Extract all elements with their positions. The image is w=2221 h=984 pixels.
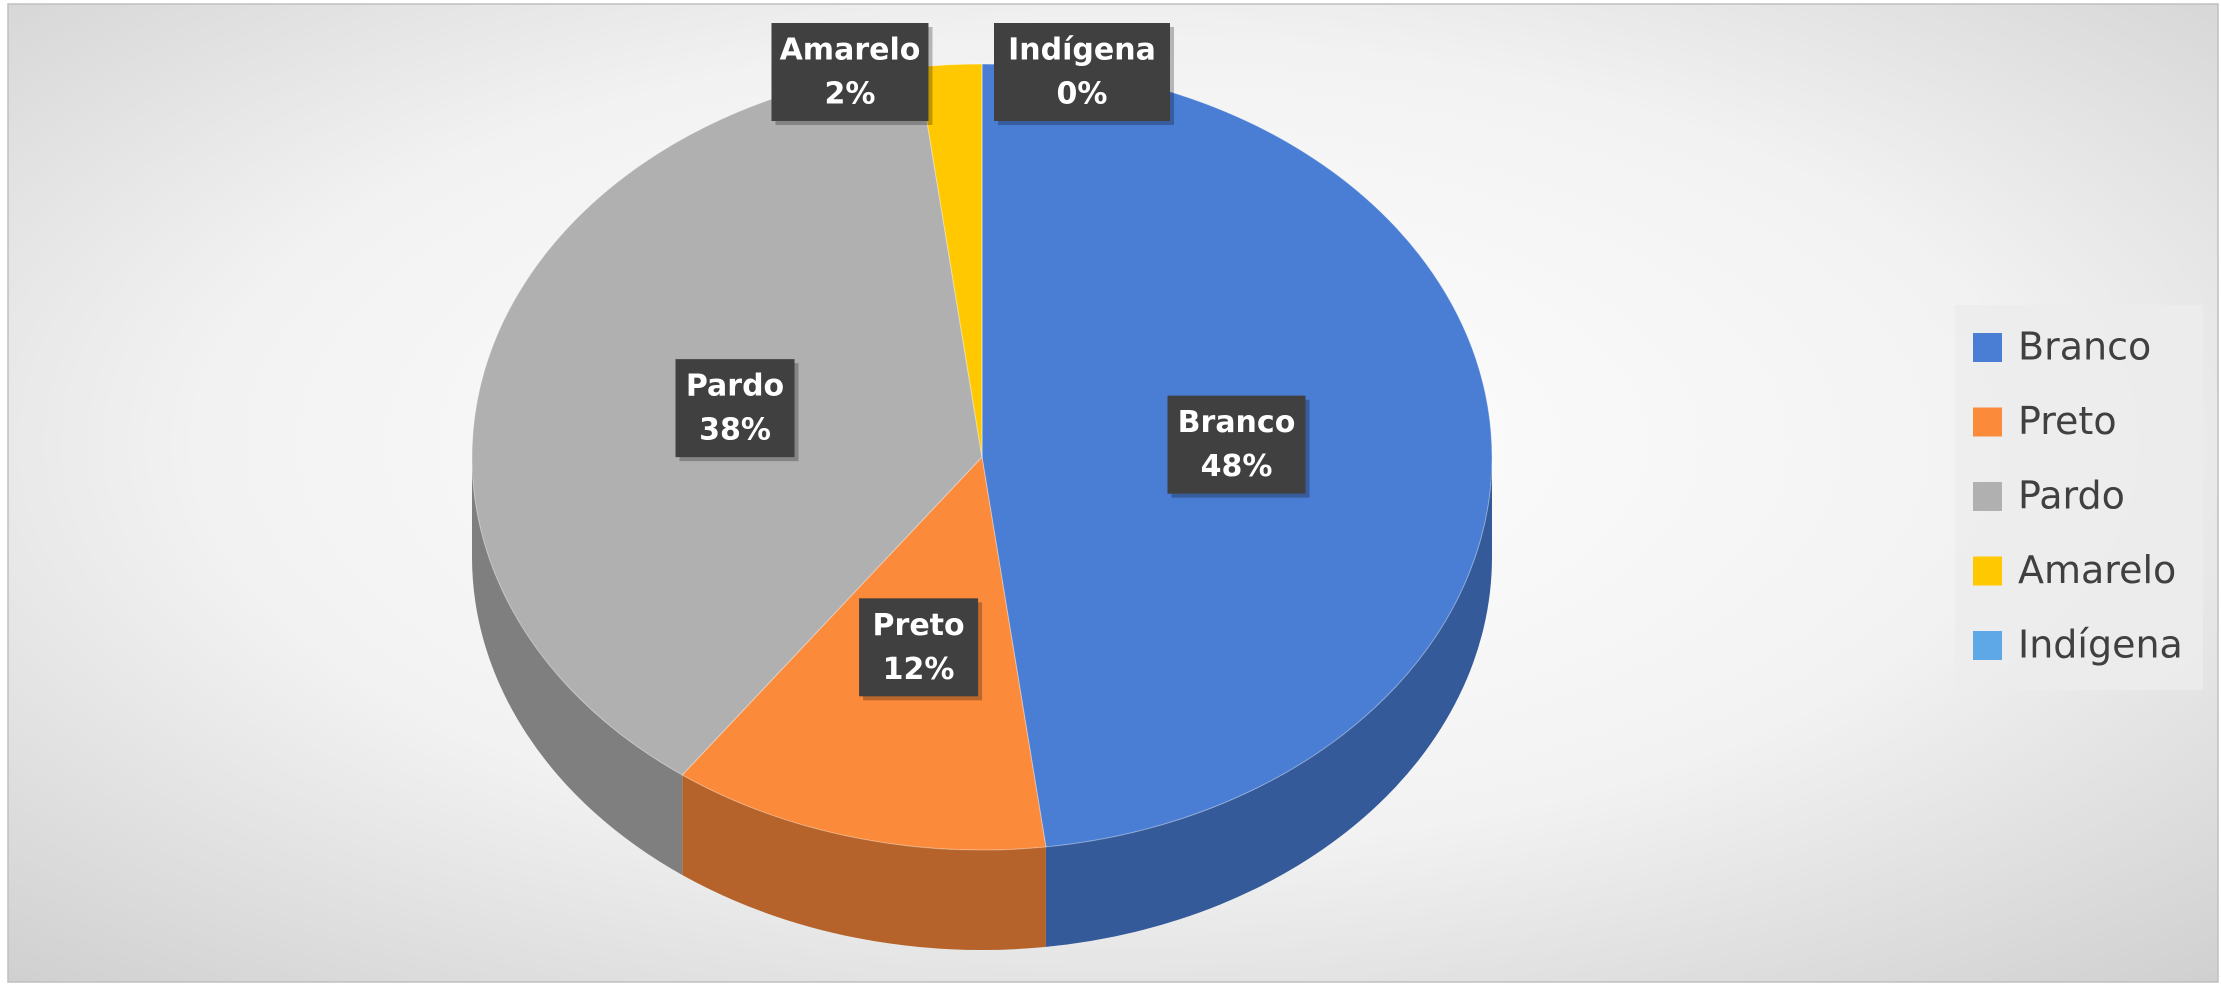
data-label-value: 48% bbox=[1201, 449, 1273, 484]
legend-swatch bbox=[1973, 407, 2002, 437]
data-label-category: Indígena bbox=[1008, 33, 1156, 68]
legend-swatch bbox=[1973, 482, 2002, 511]
data-label-category: Pardo bbox=[686, 369, 784, 404]
data-label-category: Branco bbox=[1178, 405, 1296, 440]
data-label-box bbox=[994, 23, 1170, 121]
data-label-box bbox=[675, 359, 795, 458]
legend-label: Pardo bbox=[2018, 474, 2125, 518]
data-label-box bbox=[771, 23, 929, 121]
slice-side bbox=[472, 457, 683, 875]
legend-label: Branco bbox=[2018, 325, 2151, 369]
data-label-box bbox=[859, 598, 979, 697]
slice-side bbox=[1045, 457, 1492, 947]
data-label-value: 0% bbox=[1057, 77, 1108, 112]
legend-label: Indígena bbox=[2018, 623, 2183, 667]
legend-swatch bbox=[1973, 333, 2002, 362]
slice-side bbox=[682, 774, 1046, 951]
data-label-category: Preto bbox=[873, 608, 965, 643]
data-label-category: Amarelo bbox=[780, 33, 921, 68]
legend-label: Amarelo bbox=[2018, 548, 2176, 592]
legend-swatch bbox=[1973, 631, 2002, 660]
legend-label: Preto bbox=[2018, 399, 2117, 443]
data-label-value: 12% bbox=[883, 652, 955, 687]
data-label-box bbox=[1167, 395, 1306, 494]
data-label-value: 38% bbox=[699, 413, 771, 448]
legend-swatch bbox=[1973, 556, 2002, 586]
data-label-value: 2% bbox=[825, 77, 876, 112]
